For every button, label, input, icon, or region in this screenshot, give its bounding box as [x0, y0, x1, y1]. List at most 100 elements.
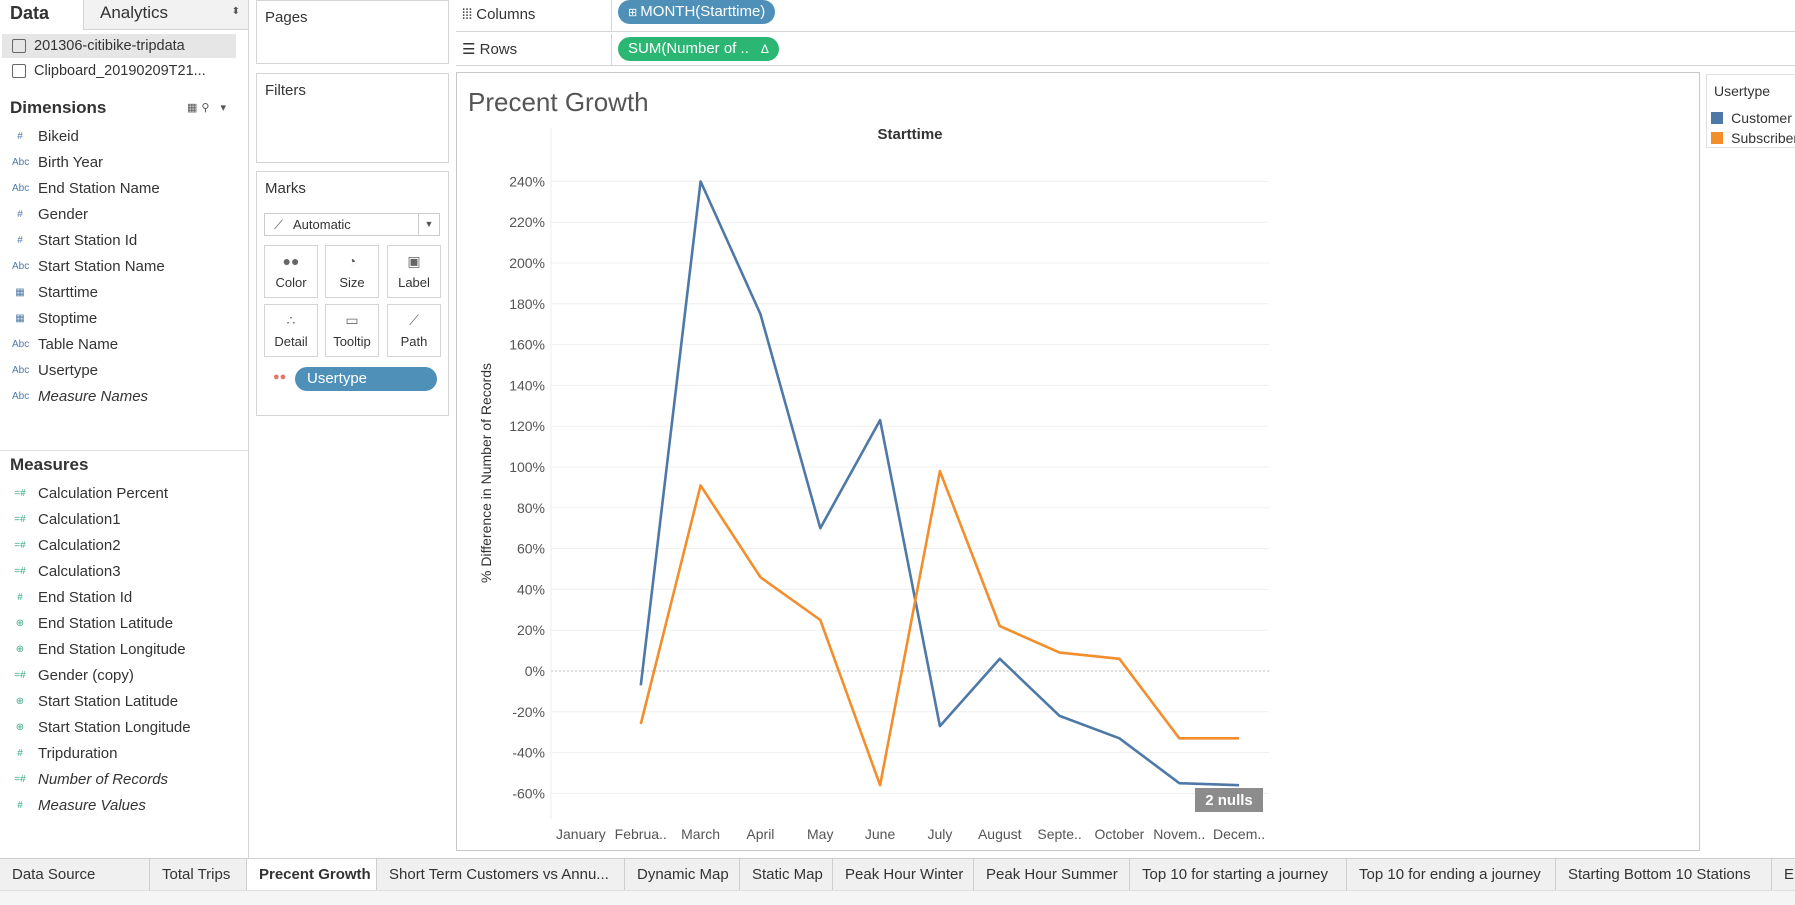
dimension-field[interactable]: Abc Birth Year — [0, 150, 246, 176]
color-icon: ●● — [282, 253, 300, 269]
mark-type-dropdown[interactable]: ⟋ Automatic ▼ — [264, 213, 440, 236]
y-tick-label: -40% — [512, 745, 545, 761]
measure-field[interactable]: =# Number of Records — [0, 767, 246, 793]
status-bar — [0, 890, 1795, 905]
measure-field[interactable]: ⊕ Start Station Latitude — [0, 689, 246, 715]
tab-menu-arrow-icon[interactable]: ⬍ — [231, 6, 240, 17]
field-label: Table Name — [38, 336, 119, 353]
sheet-tab[interactable]: Peak Hour Winter — [833, 859, 974, 891]
measure-field[interactable]: ⊕ End Station Longitude — [0, 637, 246, 663]
dimension-field[interactable]: Abc Usertype — [0, 358, 246, 384]
dimension-field[interactable]: Abc End Station Name — [0, 176, 246, 202]
datasource-item[interactable]: 201306-citibike-tripdata — [2, 34, 236, 58]
x-tick-label: Februa.. — [615, 826, 667, 842]
x-tick-label: August — [978, 826, 1022, 842]
legend-item-customer[interactable]: Customer — [1711, 109, 1795, 129]
datasource-item[interactable]: Clipboard_20190209T21... — [2, 59, 236, 83]
tooltip-icon: ▭ — [345, 312, 359, 328]
dimension-field[interactable]: # Bikeid — [0, 124, 246, 150]
color-button[interactable]: ●● Color — [264, 245, 318, 298]
measure-field[interactable]: ⊕ Start Station Longitude — [0, 715, 246, 741]
y-tick-label: 140% — [509, 377, 545, 393]
measure-field[interactable]: =# Calculation Percent — [0, 481, 246, 507]
label-button[interactable]: ▣ Label — [387, 245, 441, 298]
measure-field[interactable]: =# Calculation2 — [0, 533, 246, 559]
field-label: Stoptime — [38, 310, 98, 327]
pages-card[interactable]: Pages — [256, 0, 449, 64]
sheet-tab[interactable]: Precent Growth — [247, 859, 377, 891]
field-label: Measure Values — [38, 797, 146, 814]
x-tick-label: January — [556, 826, 606, 842]
detail-button[interactable]: ∴ Detail — [264, 304, 318, 357]
y-tick-label: 220% — [509, 214, 545, 230]
tooltip-button[interactable]: ▭ Tooltip — [325, 304, 379, 357]
number-type-icon: =# — [14, 514, 26, 525]
columns-icon: ⦙⦙⦙ — [462, 6, 477, 23]
x-tick-label: Decem.. — [1213, 826, 1265, 842]
number-type-icon: =# — [14, 670, 26, 681]
measure-field[interactable]: # Measure Values — [0, 793, 246, 819]
legend-item-subscriber[interactable]: Subscriber — [1711, 129, 1795, 149]
filters-card[interactable]: Filters — [256, 73, 449, 163]
number-type-icon: # — [17, 592, 23, 603]
columns-pill[interactable]: ⊞ MONTH(Starttime) — [618, 0, 776, 24]
legend-swatch — [1711, 132, 1723, 145]
pages-title: Pages — [265, 9, 308, 26]
sheet-tab[interactable]: Total Trips — [150, 859, 247, 891]
size-button[interactable]: ◔ Size — [325, 245, 379, 298]
field-label: Bikeid — [38, 128, 79, 145]
legend-swatch — [1711, 112, 1723, 125]
measure-field[interactable]: # End Station Id — [0, 585, 246, 611]
dimensions-tools[interactable]: ▦⚲ ▾ — [187, 102, 231, 114]
field-label: Birth Year — [38, 154, 104, 171]
measure-field[interactable]: # Tripduration — [0, 741, 246, 767]
measure-field[interactable]: ⊕ End Station Latitude — [0, 611, 246, 637]
tab-data[interactable]: Data — [0, 0, 84, 30]
dimension-field[interactable]: Abc Table Name — [0, 332, 246, 358]
sheet-tab[interactable]: Data Source — [0, 859, 150, 891]
detail-button-label: Detail — [274, 334, 308, 349]
x-tick-label: July — [927, 826, 952, 842]
data-pane-tabbar: Data Analytics ⬍ — [0, 0, 248, 30]
columns-shelf: ⦙⦙⦙ Columns ⊞ MONTH(Starttime) — [456, 0, 1795, 32]
expand-icon: ⊞ — [628, 7, 641, 19]
dimension-field[interactable]: ▦ Starttime — [0, 280, 246, 306]
mark-type-value: Automatic — [293, 217, 351, 232]
dimensions-title: Dimensions — [10, 98, 107, 117]
field-label: Calculation Percent — [38, 485, 169, 502]
x-tick-label: Septe.. — [1037, 826, 1081, 842]
measure-field[interactable]: =# Calculation1 — [0, 507, 246, 533]
dimension-field[interactable]: Abc Measure Names — [0, 384, 246, 410]
sheet-tab[interactable]: Starting Bottom 10 Stations — [1556, 859, 1772, 891]
field-label: Measure Names — [38, 388, 149, 405]
line-mark-icon: ⟋ — [274, 217, 284, 232]
columns-pill-text: MONTH(Starttime) — [640, 3, 766, 20]
sheet-tab[interactable]: Top 10 for starting a journey — [1130, 859, 1347, 891]
rows-label: ☰ Rows — [462, 40, 517, 58]
dimension-field[interactable]: # Gender — [0, 202, 246, 228]
dimension-field[interactable]: # Start Station Id — [0, 228, 246, 254]
label-button-label: Label — [398, 275, 430, 290]
size-icon: ◔ — [347, 253, 357, 269]
measure-field[interactable]: =# Gender (copy) — [0, 663, 246, 689]
field-label: End Station Id — [38, 589, 133, 606]
sheet-tab[interactable]: Dynamic Map — [625, 859, 740, 891]
sheet-tab[interactable]: Top 10 for ending a journey — [1347, 859, 1556, 891]
sheet-tab[interactable]: Short Term Customers vs Annu... — [377, 859, 625, 891]
rows-pill[interactable]: SUM(Number of .. Δ — [618, 37, 779, 61]
usertype-color-pill[interactable]: Usertype — [295, 367, 437, 391]
sheet-tab[interactable]: Peak Hour Summer — [974, 859, 1130, 891]
size-button-label: Size — [339, 275, 365, 290]
divider — [0, 450, 248, 451]
measure-field[interactable]: =# Calculation3 — [0, 559, 246, 585]
string-type-icon: Abc — [12, 261, 30, 272]
dimension-field[interactable]: Abc Start Station Name — [0, 254, 246, 280]
string-type-icon: Abc — [12, 391, 30, 402]
number-type-icon: =# — [14, 774, 26, 785]
tab-analytics[interactable]: Analytics — [100, 3, 169, 22]
dimension-field[interactable]: ▦ Stoptime — [0, 306, 246, 332]
path-button[interactable]: ⟋ Path — [387, 304, 441, 357]
marks-title: Marks — [265, 180, 306, 197]
sheet-tab[interactable]: Static Map — [740, 859, 833, 891]
sheet-tab[interactable]: End — [1772, 859, 1795, 891]
